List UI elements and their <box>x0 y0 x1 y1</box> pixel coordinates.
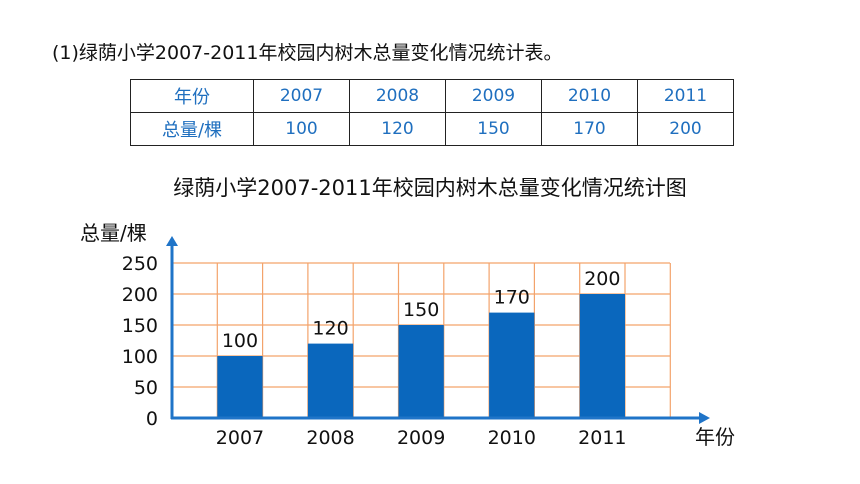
x-tick-label: 2007 <box>216 427 264 449</box>
table-cell-year: 2008 <box>349 79 446 113</box>
chart-bars <box>217 294 625 418</box>
x-tick-label: 2009 <box>397 427 445 449</box>
table-cell-year: 2009 <box>445 79 542 113</box>
table-cell-total: 120 <box>349 112 446 146</box>
bar <box>307 343 354 418</box>
x-axis-label: 年份 <box>695 425 735 449</box>
chart-labels: 100 2007 120 2008 150 2009 170 2010 200 2011 0 50 10… <box>80 221 735 449</box>
row-header-total: 总量/棵 <box>130 112 254 146</box>
y-tick-label: 200 <box>122 284 158 306</box>
bar <box>579 294 625 418</box>
table-cell-total: 100 <box>253 112 350 146</box>
bar <box>217 356 263 418</box>
x-tick-label: 2011 <box>578 427 626 449</box>
table-cell-year: 2010 <box>541 79 638 113</box>
y-tick-label: 50 <box>134 377 158 399</box>
bar-value-label: 200 <box>584 268 620 290</box>
x-tick-label: 2008 <box>306 427 354 449</box>
row-header-year: 年份 <box>130 79 254 113</box>
table-cell-total: 200 <box>637 112 734 146</box>
y-axis-arrow <box>166 236 178 246</box>
bar <box>398 325 444 418</box>
y-axis-label: 总量/棵 <box>80 221 147 245</box>
x-axis-arrow <box>699 412 710 424</box>
bar-value-label: 170 <box>494 287 530 309</box>
page-heading: (1)绿荫小学2007-2011年校园内树木总量变化情况统计表。 <box>52 42 563 64</box>
bar-value-label: 120 <box>312 318 348 340</box>
bar <box>489 312 535 418</box>
y-tick-label: 250 <box>122 253 158 275</box>
chart-axes <box>166 236 710 424</box>
table-row-years: 年份 2007 2008 2009 2010 2011 <box>130 79 734 113</box>
table-row-totals: 总量/棵 100 120 150 170 200 <box>130 112 734 146</box>
table-cell-total: 170 <box>541 112 638 146</box>
y-tick-label: 100 <box>122 346 158 368</box>
y-tick-label: 0 <box>146 408 158 430</box>
chart-title: 绿荫小学2007-2011年校园内树木总量变化情况统计图 <box>173 176 687 200</box>
x-tick-label: 2010 <box>488 427 536 449</box>
bar-value-label: 150 <box>403 299 439 321</box>
table-cell-total: 150 <box>445 112 542 146</box>
bar-value-label: 100 <box>222 330 258 352</box>
table-cell-year: 2007 <box>253 79 350 113</box>
y-tick-label: 150 <box>122 315 158 337</box>
data-table: 年份 2007 2008 2009 2010 2011 总量/棵 100 120… <box>130 79 734 146</box>
